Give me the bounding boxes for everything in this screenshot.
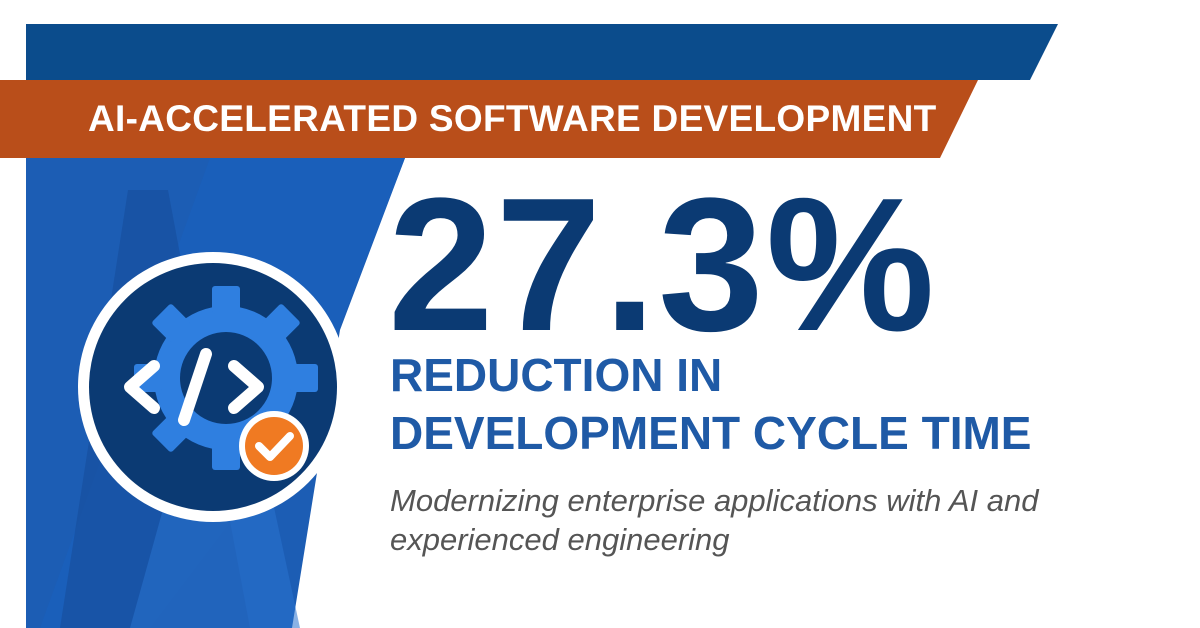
stat-value: 27.3% xyxy=(388,159,937,371)
stat-label-line2: DEVELOPMENT CYCLE TIME xyxy=(390,407,1032,459)
stat-label-line1: REDUCTION IN xyxy=(390,349,723,401)
subtitle: Modernizing enterprise applications with… xyxy=(390,483,1039,557)
banner-shape xyxy=(0,80,978,158)
banner-title: AI-ACCELERATED SOFTWARE DEVELOPMENT xyxy=(88,98,937,139)
checkmark-icon xyxy=(239,411,309,481)
headline-banner: AI-ACCELERATED SOFTWARE DEVELOPMENT xyxy=(0,80,980,158)
top-blue-band xyxy=(26,24,1058,80)
code-gear-icon xyxy=(76,250,350,524)
stat-label: REDUCTION IN DEVELOPMENT CYCLE TIME xyxy=(390,346,1031,462)
code-brackets xyxy=(124,348,264,426)
